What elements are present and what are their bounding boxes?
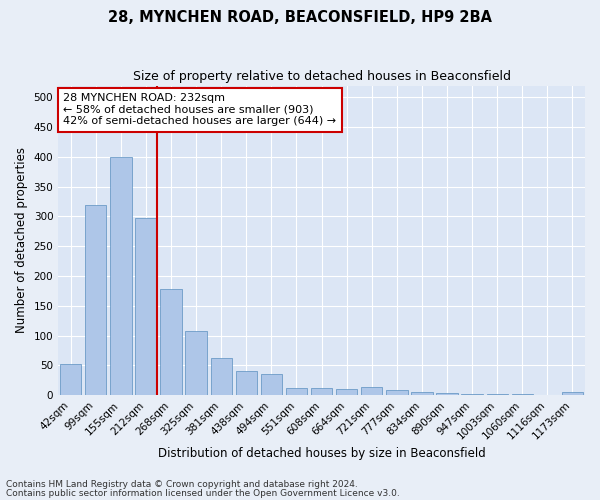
Bar — [286, 388, 307, 395]
Bar — [211, 358, 232, 395]
Bar — [85, 204, 106, 395]
Bar — [136, 218, 157, 395]
Bar — [411, 392, 433, 395]
Bar — [110, 157, 131, 395]
Bar — [436, 394, 458, 395]
Bar — [512, 394, 533, 395]
Text: 28 MYNCHEN ROAD: 232sqm
← 58% of detached houses are smaller (903)
42% of semi-d: 28 MYNCHEN ROAD: 232sqm ← 58% of detache… — [64, 94, 337, 126]
Bar — [60, 364, 82, 395]
Bar — [386, 390, 407, 395]
Bar — [311, 388, 332, 395]
Bar — [160, 289, 182, 395]
Bar — [487, 394, 508, 395]
Bar — [261, 374, 282, 395]
Bar — [361, 386, 382, 395]
Y-axis label: Number of detached properties: Number of detached properties — [15, 148, 28, 334]
Text: 28, MYNCHEN ROAD, BEACONSFIELD, HP9 2BA: 28, MYNCHEN ROAD, BEACONSFIELD, HP9 2BA — [108, 10, 492, 25]
Text: Contains HM Land Registry data © Crown copyright and database right 2024.: Contains HM Land Registry data © Crown c… — [6, 480, 358, 489]
Title: Size of property relative to detached houses in Beaconsfield: Size of property relative to detached ho… — [133, 70, 511, 83]
Bar — [461, 394, 483, 395]
Bar — [236, 370, 257, 395]
X-axis label: Distribution of detached houses by size in Beaconsfield: Distribution of detached houses by size … — [158, 447, 485, 460]
Text: Contains public sector information licensed under the Open Government Licence v3: Contains public sector information licen… — [6, 488, 400, 498]
Bar — [562, 392, 583, 395]
Bar — [185, 331, 207, 395]
Bar — [336, 389, 358, 395]
